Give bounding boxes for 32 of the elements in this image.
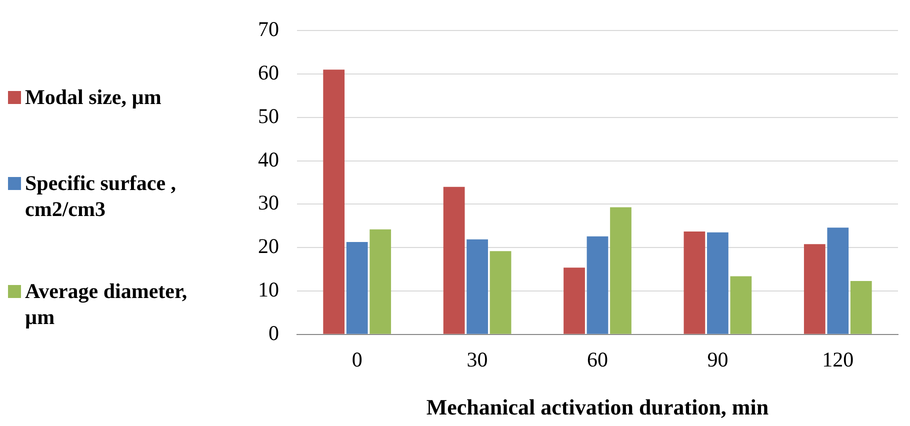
- x-tick-label: 60: [587, 348, 608, 372]
- y-tick-label: 40: [258, 147, 279, 172]
- x-tick-label: 120: [822, 348, 854, 372]
- y-tick-label: 60: [258, 60, 279, 85]
- bar: [443, 186, 465, 334]
- x-tick-label: 90: [707, 348, 728, 372]
- x-tick-label: 30: [466, 348, 488, 372]
- y-tick-label: 30: [258, 190, 279, 215]
- legend-label: Average diameter, µm: [25, 278, 188, 330]
- bar: [610, 207, 632, 334]
- x-axis-title: Mechanical activation duration, min: [426, 394, 769, 420]
- bar: [323, 70, 345, 334]
- bar: [730, 276, 752, 334]
- bar: [684, 232, 706, 334]
- y-tick-label: 0: [268, 320, 279, 345]
- legend-label: Modal size, µm: [25, 84, 162, 110]
- y-tick-label: 50: [258, 104, 279, 128]
- x-tick-label: 0: [352, 348, 362, 372]
- bar: [804, 244, 826, 334]
- y-tick-label: 20: [258, 234, 279, 258]
- bar: [346, 242, 368, 334]
- bar: [707, 232, 728, 334]
- y-tick-label: 10: [258, 278, 279, 302]
- legend-label: Specific surface , cm2/cm3: [25, 170, 178, 222]
- bar: [370, 229, 392, 334]
- y-tick-label: 70: [258, 17, 279, 42]
- bar: [827, 228, 849, 334]
- bar: [466, 239, 488, 334]
- bar: [586, 236, 608, 334]
- bar: [850, 281, 872, 334]
- bar: [490, 251, 512, 334]
- bar: [564, 268, 585, 334]
